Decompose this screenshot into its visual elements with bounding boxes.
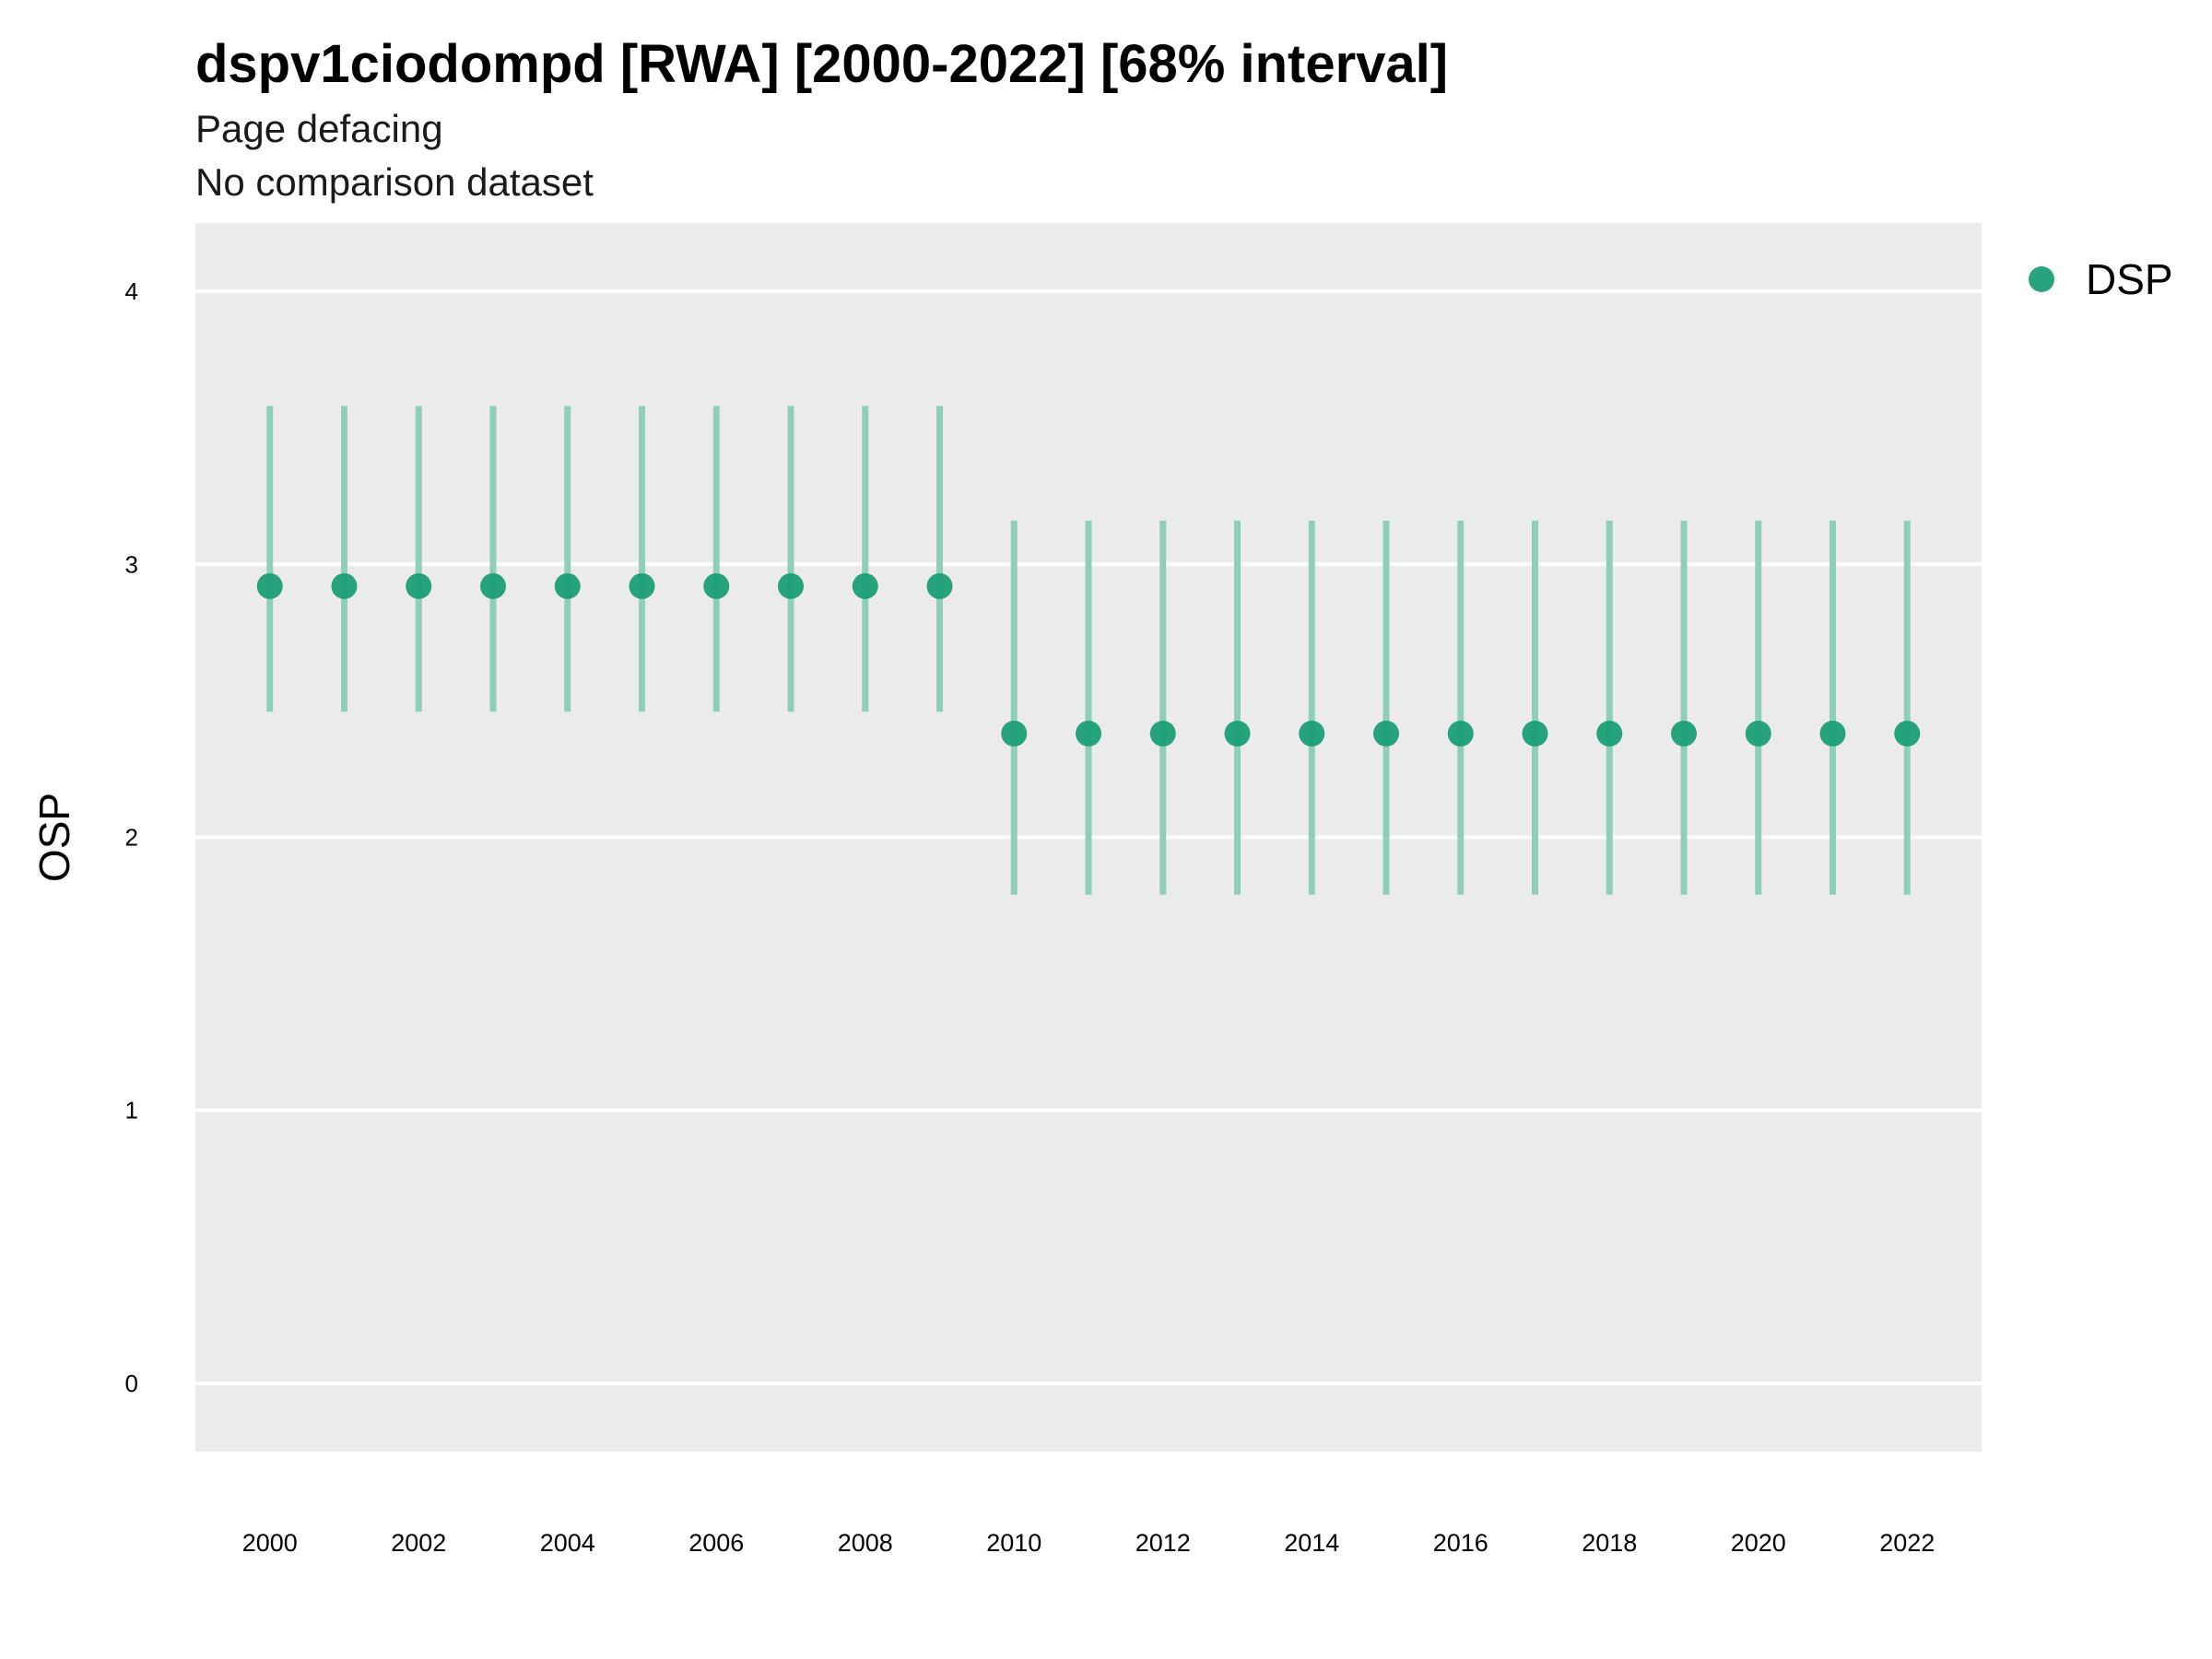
y-tick-label: 0 bbox=[125, 1370, 138, 1397]
x-tick-label: 2012 bbox=[1135, 1529, 1191, 1557]
data-point bbox=[1447, 720, 1474, 747]
legend: DSP bbox=[2029, 255, 2173, 303]
x-tick-label: 2006 bbox=[688, 1529, 744, 1557]
chart-title: dspv1ciodompd [RWA] [2000-2022] [68% int… bbox=[195, 34, 1449, 94]
x-tick-label: 2002 bbox=[391, 1529, 446, 1557]
chart-subtitle-1: Page defacing bbox=[195, 107, 443, 150]
data-point bbox=[1149, 720, 1176, 747]
data-point bbox=[852, 572, 878, 599]
y-tick-label: 2 bbox=[125, 824, 138, 852]
data-point bbox=[1224, 720, 1251, 747]
y-tick-label: 4 bbox=[125, 277, 138, 305]
x-tick-label: 2018 bbox=[1582, 1529, 1637, 1557]
data-point bbox=[1076, 720, 1101, 747]
x-tick-label: 2022 bbox=[1879, 1529, 1935, 1557]
interval-bars bbox=[266, 406, 1911, 895]
data-point bbox=[1596, 720, 1623, 747]
data-point bbox=[406, 572, 432, 599]
data-point bbox=[1745, 720, 1771, 747]
data-point bbox=[554, 572, 581, 599]
data-point bbox=[1671, 720, 1697, 747]
legend-key-dsp bbox=[2029, 266, 2054, 292]
data-point bbox=[1373, 720, 1399, 747]
data-point bbox=[1299, 720, 1325, 747]
x-tick-label: 2000 bbox=[242, 1529, 298, 1557]
data-point bbox=[703, 572, 730, 599]
data-point bbox=[1522, 720, 1548, 747]
x-axis-ticks: 2000 2002 2004 2006 2008 2010 2012 2014 2016 2018… bbox=[242, 1529, 1936, 1557]
chart-subtitle-2: No comparison dataset bbox=[195, 160, 594, 204]
x-tick-label: 2014 bbox=[1284, 1529, 1339, 1557]
x-tick-label: 2020 bbox=[1731, 1529, 1786, 1557]
y-tick-label: 3 bbox=[125, 550, 138, 578]
y-axis-label: OSP bbox=[30, 793, 78, 882]
data-point bbox=[1001, 720, 1028, 747]
data-point bbox=[1819, 720, 1846, 747]
x-tick-label: 2010 bbox=[986, 1529, 1041, 1557]
data-point bbox=[331, 572, 358, 599]
x-tick-label: 2016 bbox=[1433, 1529, 1488, 1557]
data-point bbox=[256, 572, 283, 599]
data-points bbox=[256, 572, 1921, 747]
legend-label-dsp: DSP bbox=[2086, 255, 2173, 303]
data-point bbox=[926, 572, 953, 599]
data-point bbox=[629, 572, 655, 599]
data-point bbox=[1894, 720, 1921, 747]
y-tick-label: 1 bbox=[125, 1097, 138, 1124]
x-tick-label: 2008 bbox=[838, 1529, 893, 1557]
data-point bbox=[480, 572, 506, 599]
data-point bbox=[778, 572, 804, 599]
x-tick-label: 2004 bbox=[540, 1529, 595, 1557]
y-axis-ticks: 0 1 2 3 4 bbox=[125, 277, 138, 1397]
